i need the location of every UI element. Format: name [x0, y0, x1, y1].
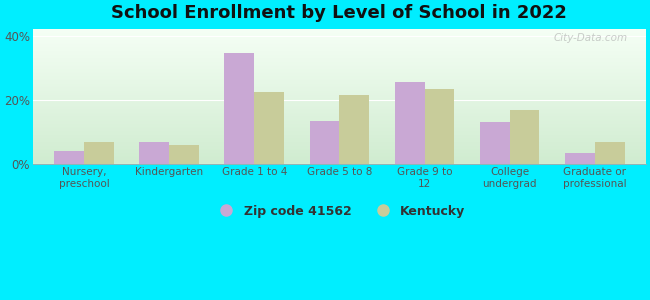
- Legend: Zip code 41562, Kentucky: Zip code 41562, Kentucky: [209, 200, 470, 223]
- Bar: [595, 142, 625, 164]
- Bar: [139, 142, 169, 164]
- Bar: [309, 121, 339, 164]
- Bar: [169, 145, 199, 164]
- Bar: [510, 110, 540, 164]
- Bar: [254, 92, 284, 164]
- Bar: [565, 153, 595, 164]
- Text: City-Data.com: City-Data.com: [553, 33, 627, 43]
- Bar: [84, 142, 114, 164]
- Bar: [480, 122, 510, 164]
- Bar: [424, 89, 454, 164]
- Title: School Enrollment by Level of School in 2022: School Enrollment by Level of School in …: [111, 4, 567, 22]
- Bar: [339, 95, 369, 164]
- Bar: [54, 152, 84, 164]
- Bar: [224, 53, 254, 164]
- Bar: [395, 82, 424, 164]
